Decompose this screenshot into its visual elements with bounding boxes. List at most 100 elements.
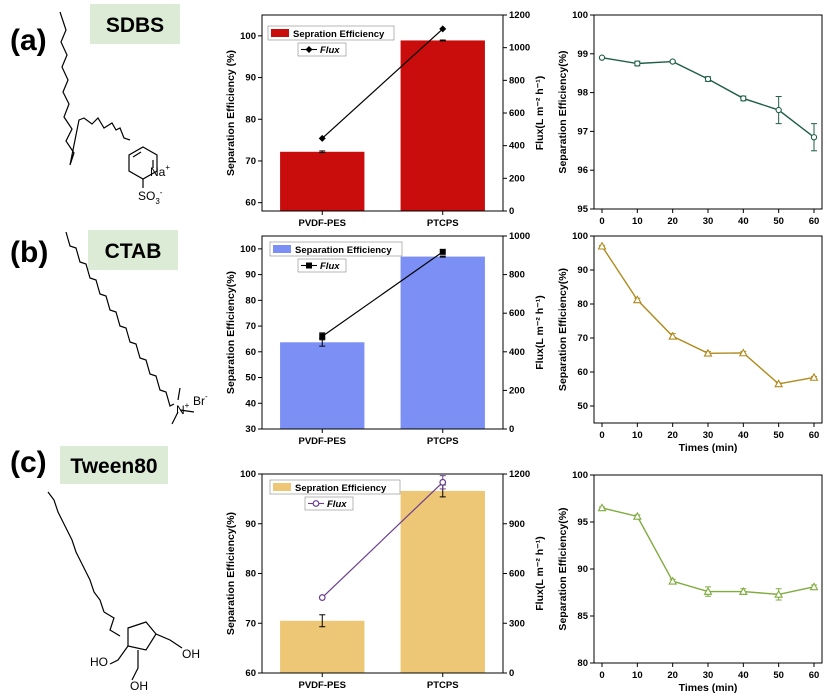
- efficiency-point: [740, 95, 747, 102]
- x-axis-title: Times (min): [679, 682, 738, 694]
- surfactant-name-box-b: [88, 230, 178, 270]
- ctab-methyl-bond: [171, 411, 179, 425]
- x-tick-label: 10: [632, 216, 643, 227]
- y-tick-label: 50: [577, 401, 588, 412]
- legend-efficiency-label: Sepration Efficiency: [295, 483, 387, 494]
- tween80-ethoxy-arm: [155, 633, 183, 649]
- ctab-n-label: N+: [176, 401, 190, 417]
- y-axis-title: Separation Efficiency (%): [225, 50, 237, 176]
- ctab-methyl-bond: [179, 409, 195, 413]
- legend-efficiency-box: [269, 479, 401, 495]
- y-tick-label: 100: [240, 469, 256, 480]
- surfactant-name-a: SDBS: [106, 14, 164, 37]
- chart-b-efficiency-flux: 3040506070809010002004006008001000PVDF-P…: [225, 231, 546, 447]
- y2-tick-label: 200: [509, 385, 525, 396]
- efficiency-point: [738, 348, 748, 357]
- panel-b-header: (b) CTAB: [10, 230, 178, 270]
- plot-frame: [593, 474, 823, 664]
- x-tick-label: 30: [703, 216, 714, 227]
- tween80-oh-label: OH: [182, 647, 200, 661]
- y2-tick-label: 900: [509, 519, 525, 530]
- x-tick-label: 30: [703, 430, 714, 441]
- efficiency-bar: [400, 40, 485, 212]
- y-tick-label: 60: [245, 347, 256, 358]
- y2-tick-label: 1000: [509, 231, 530, 242]
- legend-flux-label: Flux: [320, 261, 340, 272]
- x-tick-label: 0: [599, 216, 604, 227]
- y2-tick-label: 200: [509, 173, 525, 184]
- legend-efficiency-box: [269, 241, 403, 257]
- efficiency-point: [597, 241, 607, 250]
- y2-tick-label: 600: [509, 569, 525, 580]
- y-tick-label: 70: [245, 321, 256, 332]
- y-tick-label: 85: [577, 611, 588, 622]
- efficiency-point: [632, 511, 642, 520]
- y2-axis-title: Flux(L m⁻² h⁻¹): [534, 76, 546, 150]
- efficiency-line: [601, 245, 815, 385]
- panel-letter-a: (a): [10, 24, 47, 57]
- y-axis-title: Separation Efficiency(%): [225, 271, 237, 394]
- panel-letter-b: (b): [10, 236, 48, 269]
- efficiency-point: [668, 576, 678, 585]
- plot-frame: [593, 14, 823, 210]
- efficiency-point: [703, 348, 713, 357]
- sdbs-ring-bond: [132, 151, 142, 158]
- y2-tick-label: 1000: [509, 43, 530, 54]
- x-tick-label: PVDF-PES: [298, 218, 346, 229]
- legend-flux-marker: [305, 46, 313, 53]
- y-tick-label: 60: [577, 367, 588, 378]
- flux-point: [439, 25, 447, 33]
- efficiency-point: [809, 372, 819, 381]
- plot-frame: [261, 235, 504, 430]
- y2-axis-title: Flux(L m⁻² h⁻¹): [534, 536, 546, 610]
- panel-letter-c: (c): [10, 446, 47, 479]
- chart-a-efficiency-flux: 60708090100020040060080010001200PVDF-PES…: [225, 10, 546, 229]
- legend-flux-label: Flux: [320, 45, 340, 56]
- x-tick-label: 0: [599, 670, 604, 681]
- x-tick-label: 60: [809, 430, 820, 441]
- x-tick-label: 50: [773, 670, 784, 681]
- efficiency-point: [704, 75, 712, 83]
- chart-a-efficiency-time: 95 96 97 98 99 100 0 10 20 30 40 50 60 Separation Eff…: [557, 10, 823, 227]
- y2-tick-label: 0: [509, 206, 514, 217]
- efficiency-point: [632, 295, 642, 304]
- surfactant-name-b: CTAB: [105, 240, 162, 263]
- y-tick-label: 60: [245, 668, 256, 679]
- efficiency-bar: [280, 151, 365, 211]
- y2-tick-label: 600: [509, 308, 525, 319]
- y-tick-label: 90: [245, 519, 256, 530]
- y-tick-label: 99: [577, 49, 588, 60]
- y2-tick-label: 800: [509, 270, 525, 281]
- x-tick-label: 40: [738, 216, 749, 227]
- legend-efficiency-label: Sepration Efficiency: [293, 29, 385, 40]
- ctab-alkyl-chain: [65, 231, 175, 407]
- y2-tick-label: 1200: [509, 10, 530, 21]
- chart-c-efficiency-flux: 60 70 80 90 100 0 300 600 900 1200 PVDF-PES PTCPS Se…: [225, 469, 546, 691]
- x-tick-label: 40: [738, 670, 749, 681]
- x-tick-label: 60: [809, 216, 820, 227]
- tween80-ho-label: HO: [90, 655, 108, 669]
- y2-tick-label: 400: [509, 347, 525, 358]
- y-tick-label: 100: [572, 231, 588, 242]
- legend-efficiency-swatch: [271, 29, 289, 37]
- y-tick-label: 60: [245, 198, 256, 209]
- flux-point: [439, 248, 446, 255]
- x-tick-label: PTCPS: [427, 436, 459, 447]
- flux-point: [319, 333, 326, 340]
- tween80-ethoxy-arm: [109, 645, 129, 665]
- y-tick-label: 95: [577, 517, 588, 528]
- sdbs-alkyl-chain: [59, 11, 131, 166]
- x-tick-label: 40: [738, 430, 749, 441]
- x-tick-label: 20: [667, 430, 678, 441]
- y-tick-label: 96: [577, 165, 588, 176]
- y-tick-label: 100: [572, 470, 588, 481]
- y2-tick-label: 0: [509, 424, 514, 435]
- legend-flux-box: [297, 42, 347, 57]
- legend-flux-label: Flux: [327, 499, 347, 510]
- y-tick-label: 98: [577, 88, 588, 99]
- x-tick-label: PTCPS: [427, 680, 459, 691]
- tween80-ethoxy-arm: [131, 650, 139, 681]
- y-tick-label: 80: [245, 569, 256, 580]
- x-tick-label: 20: [667, 670, 678, 681]
